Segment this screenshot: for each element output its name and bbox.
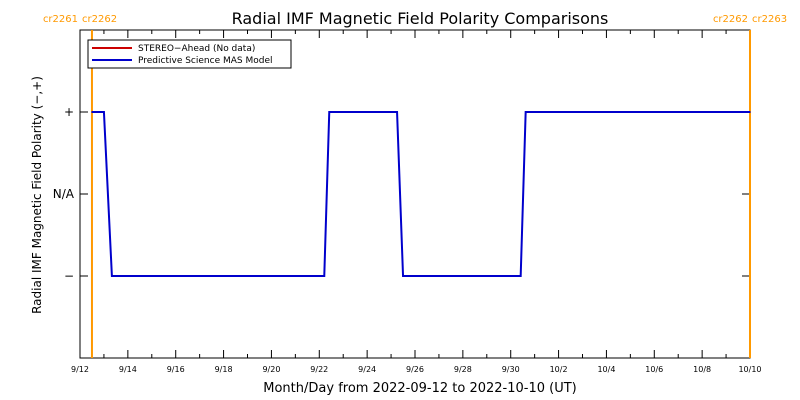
y-tick-label: N/A bbox=[53, 187, 75, 201]
x-tick-label: 9/16 bbox=[167, 365, 185, 374]
x-tick-label: 10/8 bbox=[693, 365, 711, 374]
x-tick-label: 9/24 bbox=[358, 365, 376, 374]
plot-frame bbox=[79, 29, 751, 359]
carrington-label-before: cr2261 bbox=[43, 14, 78, 25]
series-point bbox=[749, 111, 751, 113]
series-point bbox=[91, 111, 93, 113]
x-tick-label: 9/26 bbox=[406, 365, 424, 374]
series-point bbox=[396, 111, 398, 113]
legend: STEREO−Ahead (No data) Predictive Scienc… bbox=[87, 39, 292, 69]
x-tick-label: 9/20 bbox=[262, 365, 280, 374]
series-point bbox=[111, 275, 113, 277]
x-tick-label: 9/28 bbox=[454, 365, 472, 374]
series-line-1 bbox=[91, 111, 750, 277]
series-point bbox=[402, 275, 404, 277]
series-point bbox=[323, 275, 326, 277]
y-tick-label: + bbox=[64, 105, 74, 119]
carrington-markers: cr2261 cr2262 cr2262 cr2263 bbox=[43, 14, 787, 358]
y-tick-label: − bbox=[64, 269, 74, 283]
series-point bbox=[328, 111, 331, 113]
x-tick-label: 10/10 bbox=[738, 365, 761, 374]
series-point bbox=[519, 275, 522, 277]
y-axis-label: Radial IMF Magnetic Field Polarity (−,+) bbox=[30, 76, 44, 314]
x-tick-label: 10/4 bbox=[597, 365, 615, 374]
legend-label-stereo-ahead: STEREO−Ahead (No data) bbox=[138, 44, 255, 54]
carrington-label-after: cr2262 bbox=[82, 14, 117, 25]
x-tick-label: 10/2 bbox=[550, 365, 568, 374]
legend-label-mas-model: Predictive Science MAS Model bbox=[138, 56, 273, 66]
series-point bbox=[524, 111, 527, 113]
x-tick-label: 9/18 bbox=[215, 365, 233, 374]
series-lines bbox=[91, 111, 751, 277]
x-tick-label: 9/22 bbox=[310, 365, 328, 374]
carrington-label-before: cr2262 bbox=[713, 14, 748, 25]
x-tick-label: 9/30 bbox=[502, 365, 520, 374]
series-point bbox=[103, 111, 105, 113]
x-tick-label: 10/6 bbox=[645, 365, 663, 374]
x-tick-label: 9/12 bbox=[71, 365, 89, 374]
chart-title: Radial IMF Magnetic Field Polarity Compa… bbox=[232, 9, 609, 28]
x-tick-label: 9/14 bbox=[119, 365, 137, 374]
carrington-label-after: cr2263 bbox=[752, 14, 787, 25]
x-axis-label: Month/Day from 2022-09-12 to 2022-10-10 … bbox=[263, 381, 576, 396]
legend-box bbox=[87, 39, 292, 69]
axis-ticks: 9/12 9/14 9/16 9/18 9/20 9/22 9/24 9/26 9/28 9/30… bbox=[53, 30, 762, 374]
